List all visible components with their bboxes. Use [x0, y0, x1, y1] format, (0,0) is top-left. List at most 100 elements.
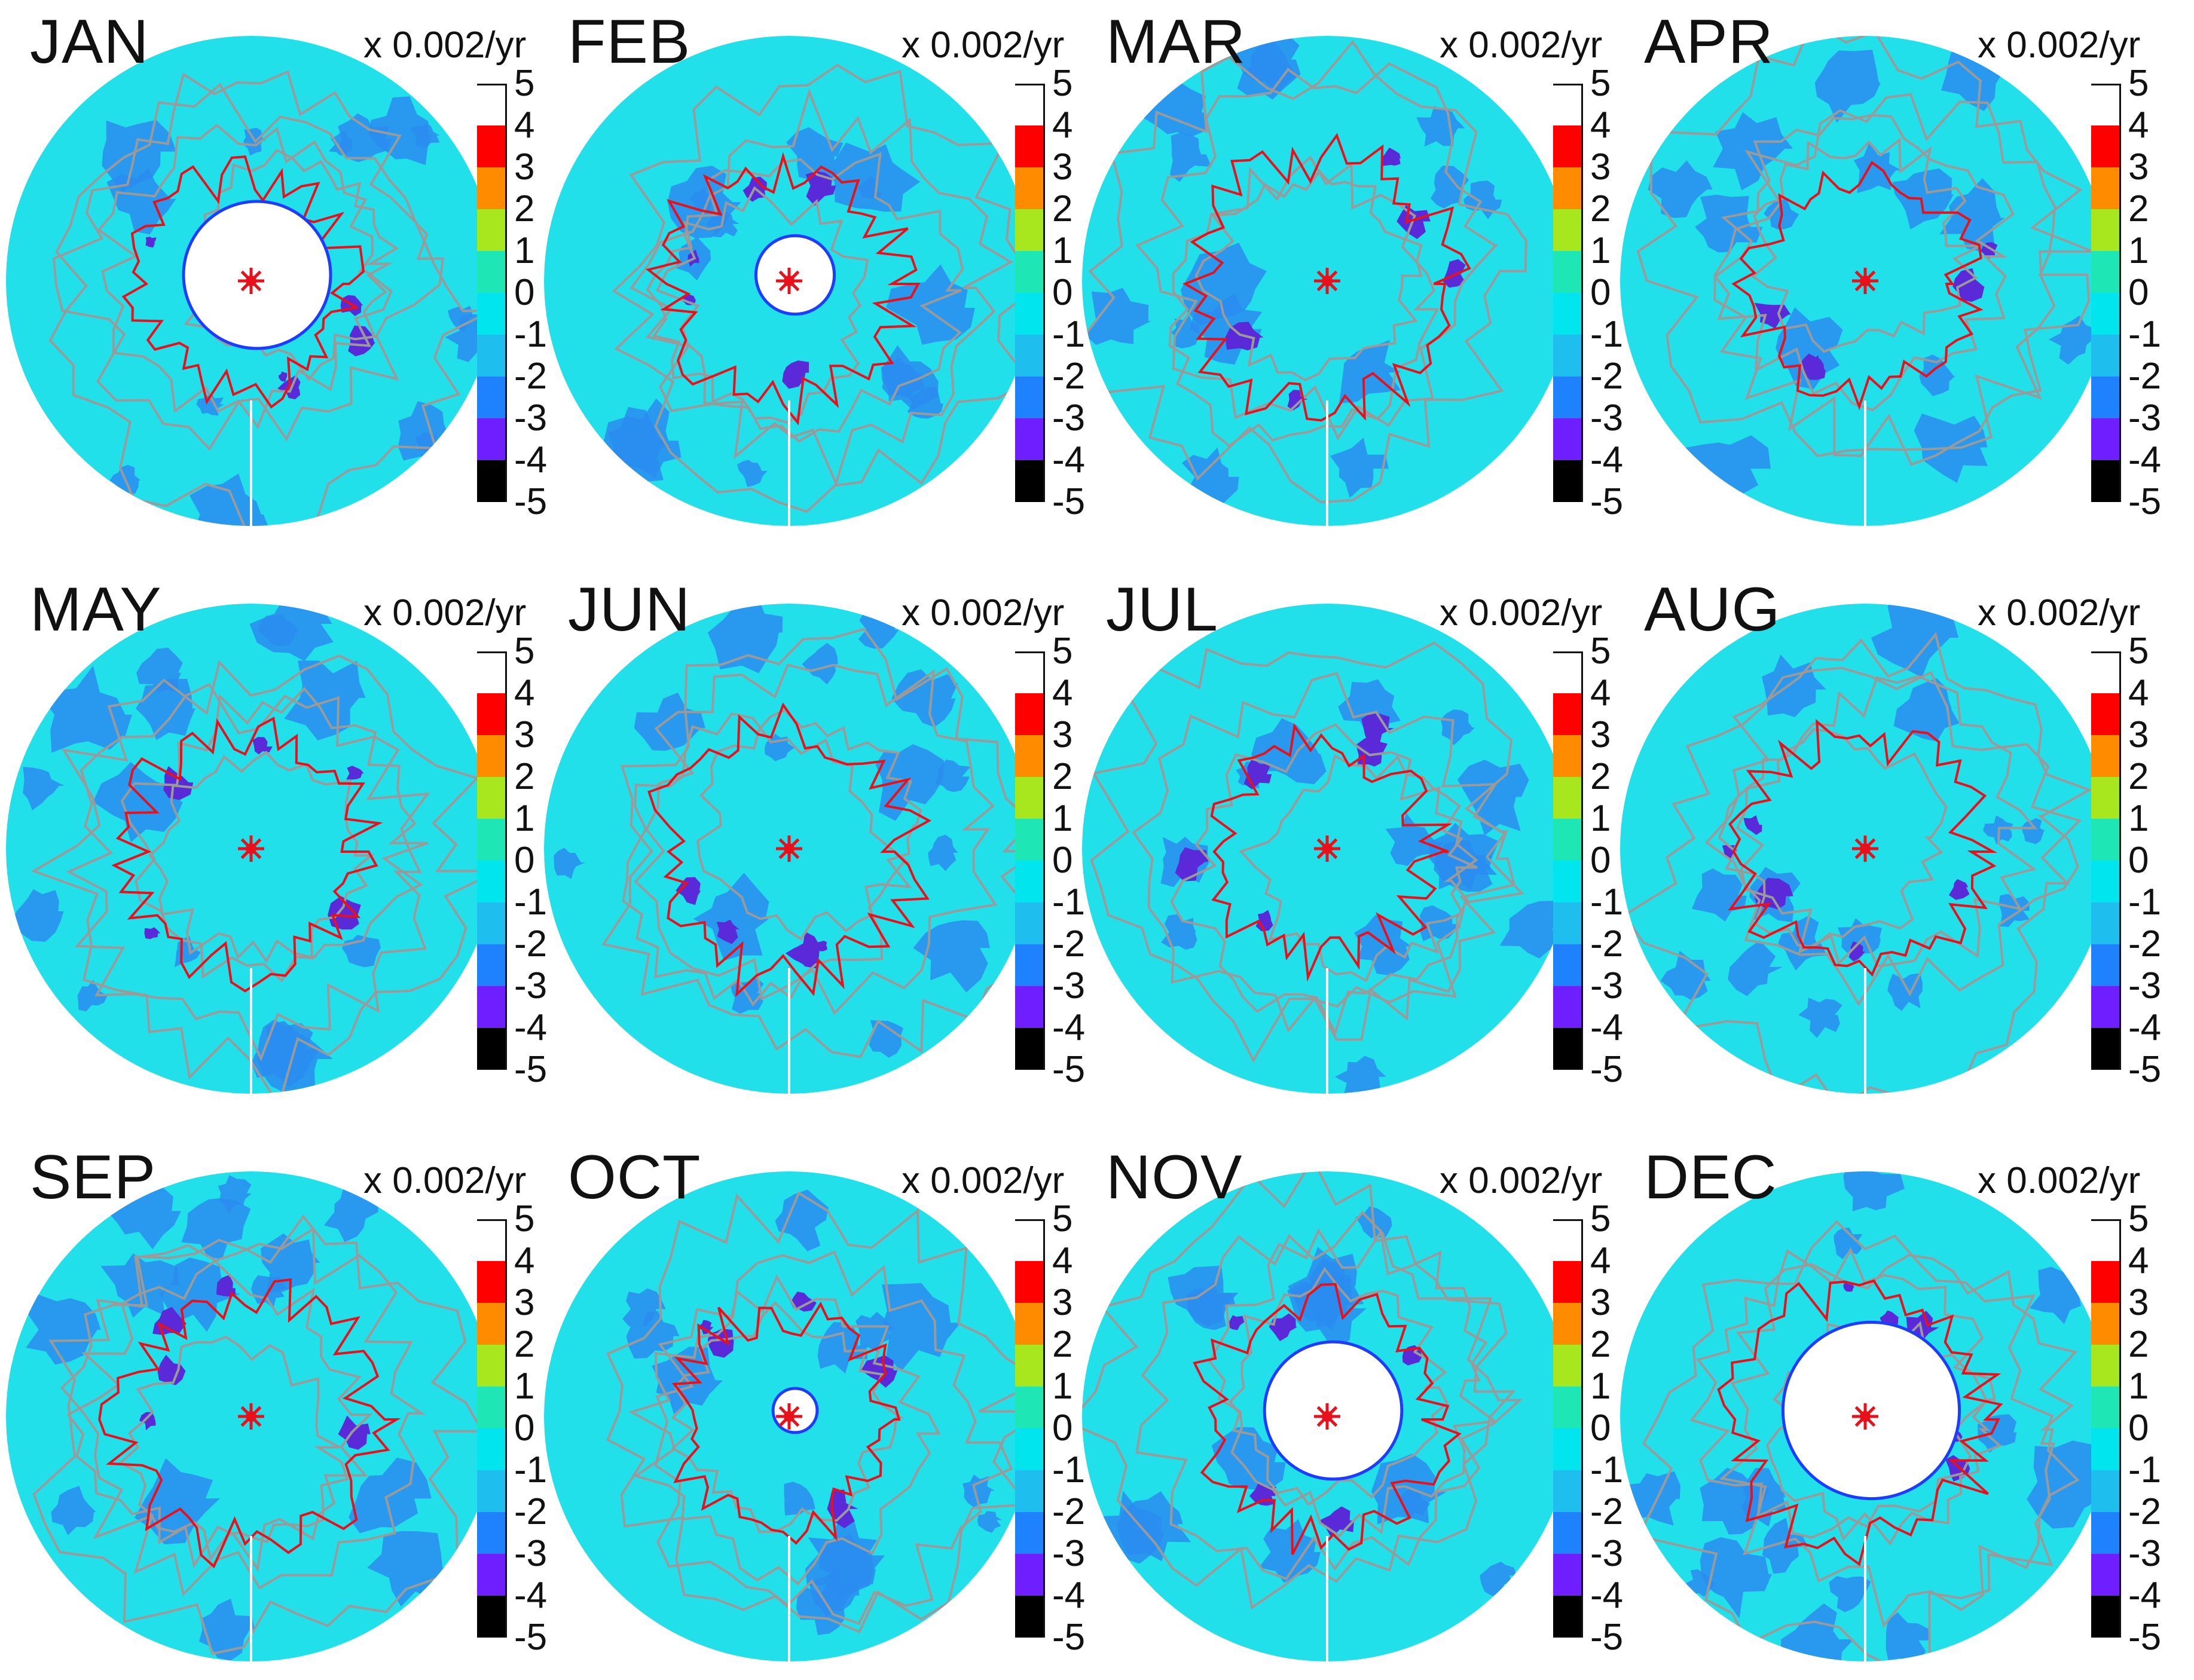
negative-trend-patch — [93, 762, 183, 843]
colorbar-tick-label: -2 — [1052, 923, 1086, 965]
negative-trend-patch — [737, 460, 768, 487]
colorbar-tick-label: -1 — [514, 314, 548, 355]
coastline — [1194, 169, 1423, 381]
colorbar-segment — [477, 693, 507, 735]
colorbar-tick-label: -4 — [1590, 1007, 1624, 1048]
strong-negative-patch — [157, 1354, 186, 1385]
colorbar-segment — [1015, 777, 1045, 819]
negative-trend-patch — [907, 386, 943, 419]
colorbar-segment — [477, 1596, 507, 1638]
colorbar-tick-label: 1 — [1590, 1366, 1611, 1407]
negative-trend-patch — [1814, 50, 1881, 123]
north-pole-marker — [1314, 268, 1340, 294]
coastline — [1750, 137, 1981, 353]
colorbar-tick-label: -5 — [514, 481, 548, 522]
colorbar-tick-label: 3 — [1590, 1282, 1611, 1323]
colorbar-segment — [1553, 1554, 1583, 1596]
colorbar-tick-label: 3 — [1590, 146, 1611, 188]
colorbar-segment — [477, 651, 507, 693]
coastline — [1713, 114, 2015, 412]
colorbar: 5 4 3 2 1 0 -1 -2 -3 -4 -5 — [2091, 65, 2161, 521]
colorbar-tick-label: 1 — [2128, 798, 2149, 839]
colorbar-tick-label: 0 — [2128, 272, 2149, 313]
negative-trend-patch — [1919, 354, 1955, 396]
month-label: MAR — [1106, 7, 1246, 76]
colorbar-segment — [1015, 1261, 1045, 1303]
colorbar-segment — [2091, 1028, 2121, 1070]
negative-trend-patch — [256, 1021, 333, 1094]
strong-negative-patch — [1443, 259, 1466, 288]
colorbar-tick-label: -3 — [514, 1533, 548, 1574]
negative-trend-patch — [1457, 760, 1529, 836]
negative-trend-patch — [1309, 1257, 1354, 1305]
negative-trend-patch — [1251, 718, 1327, 785]
colorbar-segment — [477, 1345, 507, 1387]
negative-trend-patch — [1085, 287, 1151, 345]
north-pole-marker — [1852, 1403, 1878, 1430]
strong-negative-patch — [1175, 847, 1208, 882]
colorbar: 5 4 3 2 1 0 -1 -2 -3 -4 -5 — [1553, 1201, 1623, 1656]
units-label: x 0.002/yr — [1978, 592, 2141, 634]
month-label: FEB — [568, 7, 691, 76]
colorbar-segment — [2091, 167, 2121, 209]
colorbar-tick-label: -1 — [514, 882, 548, 923]
colorbar-segment — [1015, 335, 1045, 377]
colorbar-segment — [477, 209, 507, 251]
colorbar-segment — [1015, 735, 1045, 777]
colorbar-tick-label: -3 — [1590, 1533, 1624, 1574]
negative-trend-patch — [1695, 194, 1763, 253]
north-pole-marker — [1314, 836, 1340, 862]
negative-trend-patch — [1429, 823, 1499, 891]
colorbar-tick-label: 5 — [1590, 63, 1611, 104]
colorbar-tick-label: 2 — [1052, 188, 1073, 229]
strong-negative-patch — [346, 766, 364, 780]
colorbar-segment — [477, 84, 507, 126]
colorbar-segment — [1553, 735, 1583, 777]
map-panel-mar: MAR x 0.002/yr 5 4 3 2 1 0 -1 -2 -3 -4 -5 — [1076, 0, 1623, 538]
colorbar-tick-label: 4 — [2128, 105, 2149, 146]
colorbar-tick-label: -2 — [514, 923, 548, 965]
colorbar-segment — [2091, 1261, 2121, 1303]
negative-trend-patch — [1499, 901, 1567, 959]
negative-trend-patch — [802, 642, 838, 685]
negative-trend-patch — [935, 759, 971, 792]
colorbar-tick-label: 0 — [2128, 1407, 2149, 1449]
colorbar: 5 4 3 2 1 0 -1 -2 -3 -4 -5 — [477, 65, 547, 521]
colorbar-segment — [1553, 693, 1583, 735]
colorbar-tick-label: 3 — [1052, 146, 1073, 188]
colorbar-tick-label: 2 — [1590, 756, 1611, 797]
strong-negative-patch — [1361, 713, 1394, 745]
colorbar-segment — [1015, 1554, 1045, 1596]
ice-edge-contour — [1193, 1283, 1462, 1555]
polar-map — [1620, 604, 2110, 1094]
strong-negative-patch — [805, 171, 836, 206]
colorbar-segment — [1553, 335, 1583, 377]
ice-edge-contour — [1717, 1279, 2003, 1566]
coastline — [66, 1259, 373, 1572]
colorbar-segment — [1553, 293, 1583, 335]
negative-trend-patch — [1728, 940, 1783, 996]
negative-trend-patch — [198, 1598, 255, 1661]
strong-negative-patch — [676, 877, 701, 905]
colorbar-segment — [2091, 693, 2121, 735]
colorbar-segment — [477, 460, 507, 502]
coastline — [612, 63, 1034, 513]
colorbar-tick-label: -1 — [2128, 314, 2162, 355]
colorbar-segment — [1015, 1303, 1045, 1345]
colorbar-segment — [477, 902, 507, 944]
colorbar-tick-label: 4 — [2128, 672, 2149, 714]
colorbar-tick-label: 2 — [1590, 188, 1611, 229]
coastline — [1713, 93, 2091, 466]
units-label: x 0.002/yr — [902, 1160, 1065, 1201]
coastline — [118, 1335, 349, 1562]
strong-negative-patch — [145, 237, 157, 248]
strong-negative-patch — [1382, 148, 1401, 166]
coastline — [1229, 1266, 1449, 1506]
colorbar-tick-label: -3 — [1052, 965, 1086, 1006]
negative-trend-patch — [1834, 1228, 1863, 1259]
colorbar-tick-label: 5 — [2128, 631, 2149, 672]
colorbar-segment — [1553, 377, 1583, 418]
colorbar-segment — [1553, 861, 1583, 902]
strong-negative-patch — [793, 931, 823, 969]
colorbar-tick-label: 4 — [1052, 1240, 1073, 1281]
